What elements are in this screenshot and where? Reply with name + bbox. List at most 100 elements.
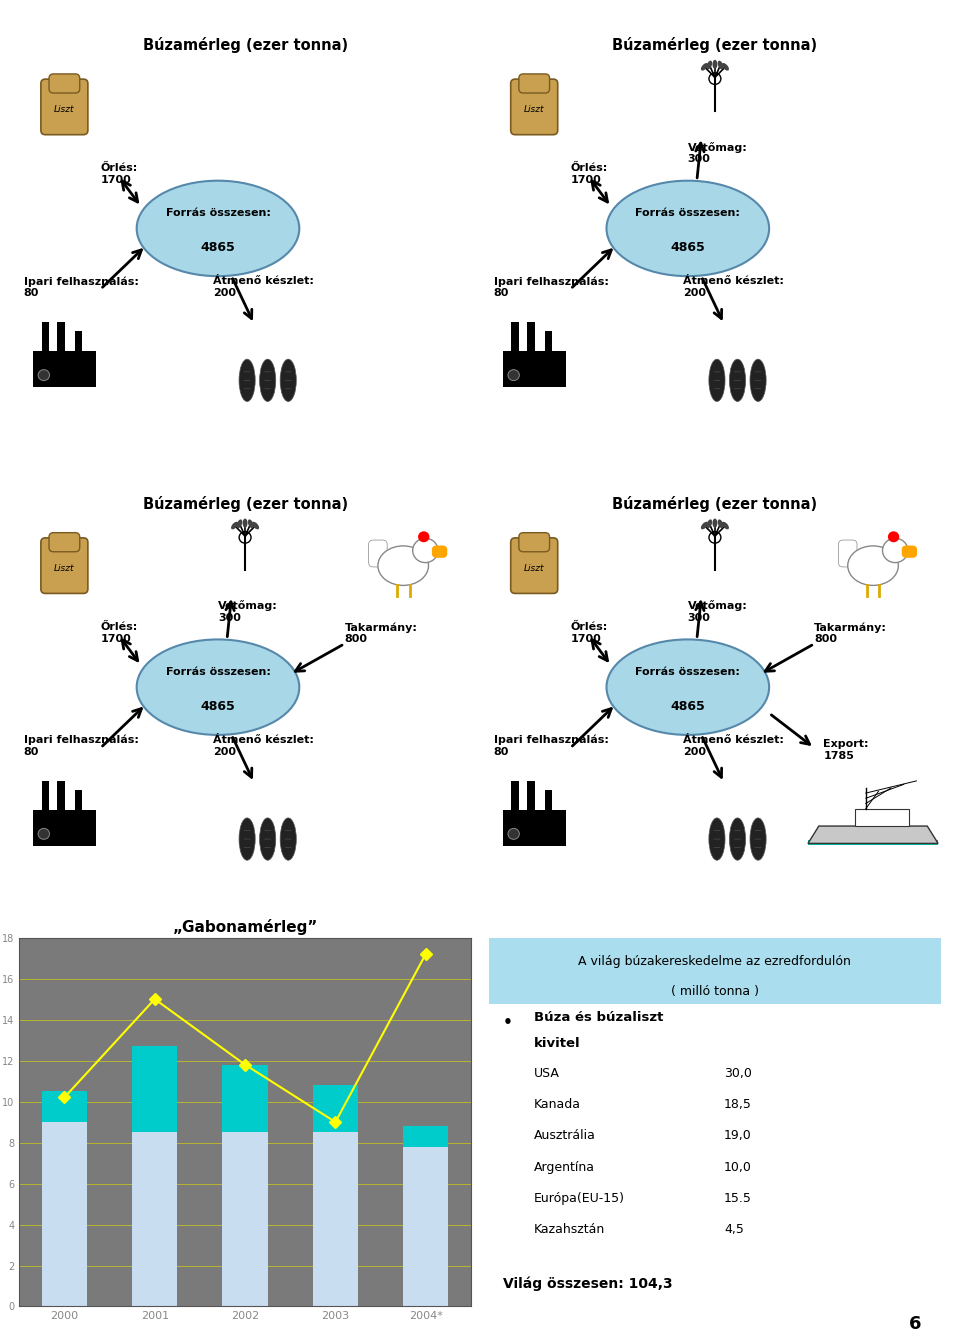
Text: ( milló tonna ): ( milló tonna ): [671, 985, 759, 997]
Circle shape: [413, 539, 438, 563]
Text: Ipari felhasználás:
80: Ipari felhasználás: 80: [24, 276, 138, 299]
Title: „Gabonamérleg”: „Gabonamérleg”: [173, 919, 318, 935]
Text: Ipari felhasználás:
80: Ipari felhasználás: 80: [493, 276, 609, 299]
Text: Átmenő készlet:
200: Átmenő készlet: 200: [213, 734, 314, 757]
Bar: [223, 1065, 268, 1132]
Text: 4,5: 4,5: [724, 1223, 744, 1237]
Bar: [403, 1126, 448, 1147]
Bar: [527, 781, 535, 811]
Text: Forrás összesen:: Forrás összesen:: [165, 667, 271, 677]
Ellipse shape: [750, 817, 766, 860]
Text: Forrás összesen:: Forrás összesen:: [636, 208, 740, 218]
Text: 19,0: 19,0: [724, 1130, 752, 1143]
Text: Búzamérleg (ezer tonna): Búzamérleg (ezer tonna): [142, 496, 348, 512]
Bar: [313, 1132, 358, 1306]
Ellipse shape: [707, 60, 712, 70]
Text: Vetőmag:
300: Vetőmag: 300: [218, 600, 277, 623]
Ellipse shape: [252, 521, 259, 529]
FancyBboxPatch shape: [41, 79, 88, 135]
Ellipse shape: [722, 63, 729, 71]
Ellipse shape: [707, 520, 712, 528]
Text: Világ összesen: 104,3: Világ összesen: 104,3: [503, 1277, 672, 1292]
Text: •: •: [503, 1016, 513, 1030]
Ellipse shape: [712, 519, 717, 528]
FancyBboxPatch shape: [511, 537, 558, 594]
Bar: [403, 1147, 448, 1306]
Ellipse shape: [248, 520, 253, 528]
Text: 10,0: 10,0: [724, 1160, 752, 1174]
Bar: [223, 1132, 268, 1306]
Text: Őrlés:
1700: Őrlés: 1700: [570, 622, 608, 643]
Circle shape: [38, 370, 50, 381]
Ellipse shape: [712, 60, 717, 68]
Bar: [132, 1132, 178, 1306]
FancyBboxPatch shape: [489, 938, 941, 1004]
Text: Búzamérleg (ezer tonna): Búzamérleg (ezer tonna): [612, 38, 818, 54]
Bar: [41, 781, 49, 811]
Ellipse shape: [280, 359, 297, 402]
Text: Argentína: Argentína: [534, 1160, 595, 1174]
Ellipse shape: [136, 181, 300, 276]
Circle shape: [508, 370, 519, 381]
Circle shape: [418, 532, 429, 543]
Bar: [544, 789, 552, 811]
Text: Forrás összesen:: Forrás összesen:: [636, 667, 740, 677]
FancyBboxPatch shape: [49, 533, 80, 552]
Polygon shape: [855, 809, 909, 825]
Polygon shape: [808, 825, 938, 843]
Bar: [512, 322, 519, 352]
Bar: [75, 789, 83, 811]
Text: 18,5: 18,5: [724, 1097, 752, 1111]
Text: Átmenő készlet:
200: Átmenő készlet: 200: [684, 734, 784, 757]
Text: Vetőmag:
300: Vetőmag: 300: [687, 600, 748, 623]
Text: USA: USA: [534, 1067, 560, 1080]
Bar: [544, 331, 552, 352]
FancyBboxPatch shape: [901, 545, 917, 557]
Circle shape: [38, 828, 50, 839]
Text: 4865: 4865: [201, 701, 235, 713]
Text: Forrás összesen:: Forrás összesen:: [165, 208, 271, 218]
Ellipse shape: [701, 521, 708, 529]
Text: Őrlés:
1700: Őrlés: 1700: [570, 163, 608, 185]
Bar: [58, 781, 65, 811]
Ellipse shape: [239, 817, 255, 860]
Bar: [313, 1085, 358, 1132]
Text: Átmenő készlet:
200: Átmenő készlet: 200: [213, 276, 314, 297]
Ellipse shape: [259, 359, 276, 402]
Circle shape: [882, 539, 908, 563]
Ellipse shape: [607, 639, 769, 734]
Ellipse shape: [243, 519, 248, 528]
Ellipse shape: [730, 359, 746, 402]
Ellipse shape: [237, 520, 242, 528]
Text: Búzamérleg (ezer tonna): Búzamérleg (ezer tonna): [612, 496, 818, 512]
Ellipse shape: [231, 521, 238, 529]
Text: Európa(EU-15): Európa(EU-15): [534, 1193, 625, 1205]
Text: Vetőmag:
300: Vetőmag: 300: [687, 142, 748, 165]
Text: Őrlés:
1700: Őrlés: 1700: [101, 622, 138, 643]
Bar: [512, 781, 519, 811]
Bar: [42, 1091, 87, 1122]
FancyBboxPatch shape: [511, 79, 558, 135]
Bar: [503, 809, 565, 846]
Text: Export:
1785: Export: 1785: [824, 740, 869, 761]
Circle shape: [888, 532, 900, 543]
FancyBboxPatch shape: [432, 545, 447, 557]
Text: Liszt: Liszt: [54, 564, 75, 572]
Ellipse shape: [280, 817, 297, 860]
Bar: [75, 331, 83, 352]
Ellipse shape: [378, 545, 428, 586]
Bar: [58, 322, 65, 352]
Text: 30,0: 30,0: [724, 1067, 752, 1080]
Ellipse shape: [730, 817, 746, 860]
FancyBboxPatch shape: [49, 74, 80, 92]
Text: A világ búzakereskedelme az ezredfordulón: A világ búzakereskedelme az ezredforduló…: [579, 955, 852, 967]
Text: 4865: 4865: [670, 701, 706, 713]
FancyBboxPatch shape: [808, 840, 938, 846]
Text: Takarmány:
800: Takarmány: 800: [345, 622, 418, 645]
FancyBboxPatch shape: [518, 74, 549, 92]
Ellipse shape: [718, 60, 723, 70]
Ellipse shape: [750, 359, 766, 402]
Text: Kanada: Kanada: [534, 1097, 581, 1111]
FancyBboxPatch shape: [369, 540, 387, 567]
Text: kivitel: kivitel: [534, 1037, 581, 1051]
